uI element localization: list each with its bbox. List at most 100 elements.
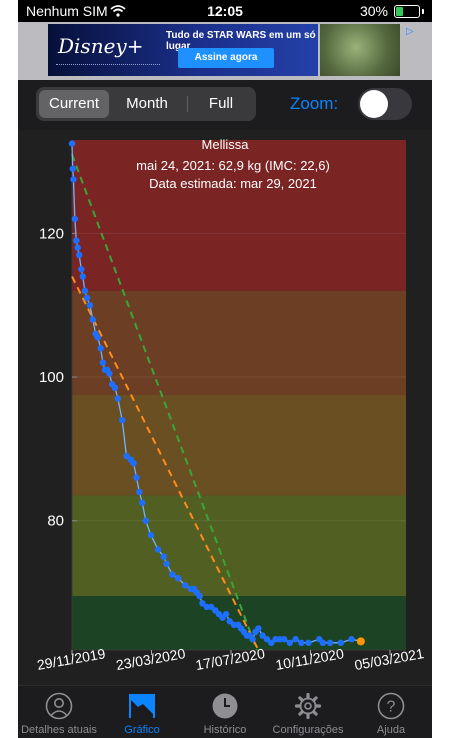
ad-fine-print: [56, 64, 160, 73]
app-screen: Nenhum SIM 12:05 30% Disney+ Tudo de STA…: [18, 0, 432, 738]
status-bar: Nenhum SIM 12:05 30%: [18, 0, 432, 22]
weight-point: [326, 639, 334, 647]
weight-point: [83, 294, 91, 302]
ad-brand: Disney+: [58, 34, 144, 58]
weight-point: [97, 345, 104, 352]
ad-cta-button[interactable]: Assine agora: [178, 48, 274, 68]
weight-point: [73, 237, 80, 244]
tab-grafico[interactable]: Gráfico: [101, 686, 183, 738]
zoom-label: Zoom:: [290, 94, 339, 113]
weight-chart[interactable]: 80 100 120 29/11/2019 23/03/2020 17/07/2020 1…: [18, 130, 432, 685]
weight-point: [255, 625, 262, 632]
help-icon: ?: [377, 692, 405, 720]
weight-point: [106, 370, 113, 377]
weight-point: [348, 636, 355, 643]
segment-full[interactable]: Full: [208, 95, 234, 112]
clock-icon: [211, 692, 239, 720]
ad-creative[interactable]: Disney+ Tudo de STAR WARS em um só lugar…: [48, 24, 318, 76]
weight-point: [81, 287, 89, 295]
weight-point: [75, 251, 83, 259]
wifi-icon: [110, 4, 126, 20]
weight-zone-band: [72, 290, 406, 395]
weight-point: [70, 176, 77, 183]
tab-configuracoes[interactable]: Configurações: [267, 686, 349, 738]
weight-point: [226, 618, 233, 625]
ad-character-image: [320, 24, 400, 76]
range-segmented-control: Current Month Full: [36, 87, 256, 121]
tab-label: Detalhes atuais: [21, 724, 97, 736]
weight-point: [136, 488, 143, 496]
weight-point: [114, 395, 122, 402]
weight-point: [130, 460, 137, 467]
battery-percent: 30%: [359, 3, 388, 19]
weight-point: [154, 546, 162, 553]
weight-point: [111, 384, 119, 392]
weight-point: [79, 273, 86, 280]
weight-point: [259, 632, 266, 639]
y-tick-label: 100: [39, 369, 64, 386]
person-icon: [45, 692, 73, 720]
tab-detalhes-atuais[interactable]: Detalhes atuais: [18, 686, 100, 738]
gear-icon: [294, 692, 322, 720]
svg-text:?: ?: [387, 699, 396, 716]
y-tick-label: 120: [39, 225, 64, 242]
weight-point: [298, 639, 305, 647]
weight-point: [207, 603, 215, 611]
segment-month[interactable]: Month: [126, 95, 168, 112]
tab-historico[interactable]: Histórico: [184, 686, 266, 738]
segment-divider: [187, 96, 188, 112]
adchoices-icon[interactable]: ▷: [406, 26, 414, 37]
tab-ajuda[interactable]: ? Ajuda: [350, 686, 432, 738]
weight-point: [169, 571, 176, 578]
latest-weight-point: [356, 637, 365, 646]
orange-trend-line: [71, 276, 260, 651]
weight-point: [139, 499, 146, 506]
weight-point: [286, 639, 294, 647]
chart-title: Mellissa: [202, 137, 250, 152]
x-tick-label: 29/11/2019: [36, 645, 107, 673]
weight-point: [89, 316, 96, 323]
ad-tagline: Tudo de STAR WARS em um só lugar: [166, 30, 316, 52]
chart-estimated-date: Data estimada: mar 29, 2021: [149, 176, 317, 191]
weight-point: [147, 531, 155, 539]
weight-zone-band: [72, 140, 406, 291]
weight-point: [337, 639, 344, 647]
clock-time: 12:05: [207, 3, 243, 19]
weight-point: [71, 215, 79, 223]
weight-point: [123, 452, 130, 460]
tab-label: Ajuda: [376, 724, 406, 736]
carrier-label: Nenhum SIM: [26, 3, 108, 19]
battery-icon: [394, 5, 424, 18]
tab-label: Histórico: [203, 724, 247, 736]
zoom-toggle[interactable]: [358, 88, 412, 120]
toggle-knob: [360, 90, 388, 118]
weight-point: [99, 359, 107, 366]
weight-point: [196, 592, 203, 600]
weight-point: [142, 517, 150, 524]
weight-point: [86, 302, 94, 309]
chart-toolbar: Current Month Full Zoom:: [18, 80, 432, 130]
chart-current-reading: mai 24, 2021: 62,9 kg (IMC: 22,6): [136, 158, 330, 173]
weight-point: [182, 582, 189, 589]
weight-point: [68, 140, 76, 147]
weight-point: [69, 165, 76, 172]
y-tick-label: 80: [47, 513, 64, 530]
chart-icon: [128, 692, 156, 720]
segment-current[interactable]: Current: [39, 90, 109, 118]
tab-label: Configurações: [272, 724, 344, 736]
weight-point: [222, 610, 230, 618]
ad-banner[interactable]: Disney+ Tudo de STAR WARS em um só lugar…: [18, 22, 432, 80]
weight-zone-band: [72, 495, 406, 597]
tab-bar: Detalhes atuais Gráfico Histórico Config…: [18, 685, 432, 738]
weight-zone-band: [72, 395, 406, 496]
weight-point: [74, 244, 81, 251]
weight-point: [163, 560, 170, 568]
tab-label: Gráfico: [124, 724, 160, 736]
weight-point: [305, 639, 312, 647]
weight-point: [319, 639, 327, 647]
weight-point: [199, 600, 206, 607]
green-trend-line: [71, 154, 258, 651]
weight-point: [280, 636, 288, 643]
weight-point: [174, 574, 182, 582]
